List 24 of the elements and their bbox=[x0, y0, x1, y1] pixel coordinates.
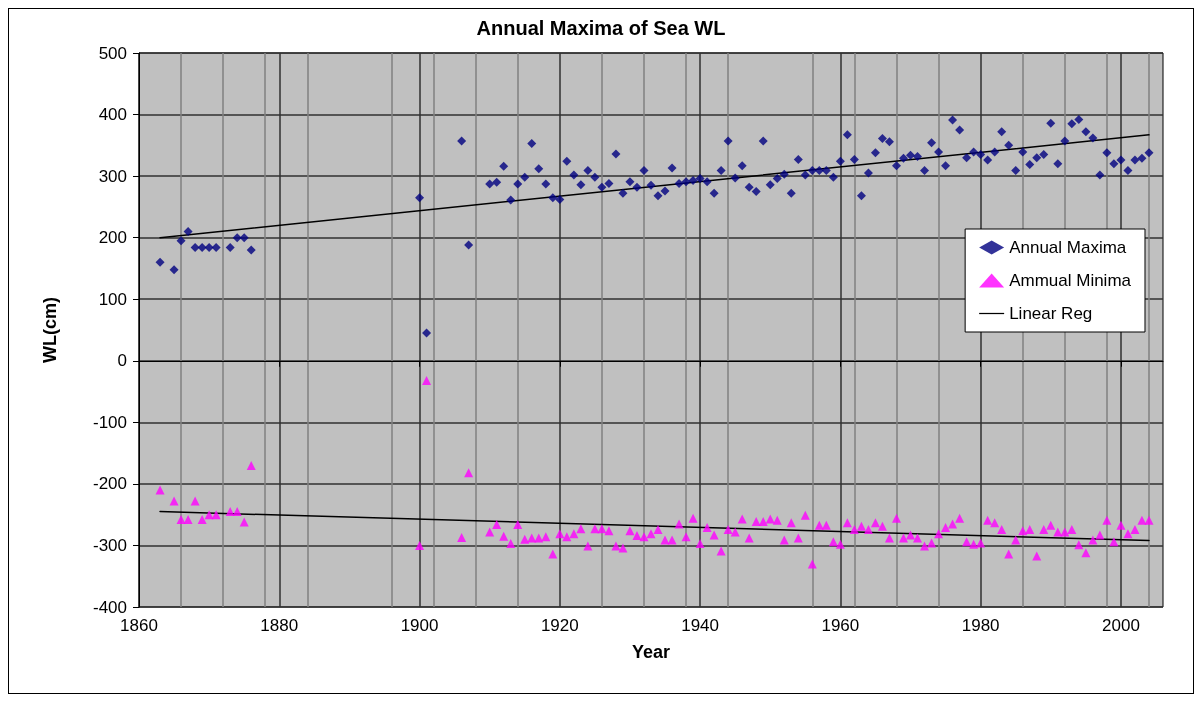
x-tick-label: 1860 bbox=[120, 616, 158, 635]
x-tick-label: 1980 bbox=[961, 616, 1000, 635]
y-tick-label: 500 bbox=[98, 43, 127, 63]
legend-label: Annual Maxima bbox=[1009, 238, 1127, 257]
legend-label: Ammual Minima bbox=[1009, 271, 1132, 290]
x-tick-label: 2000 bbox=[1102, 616, 1140, 635]
x-tick-label: 1940 bbox=[681, 616, 720, 635]
x-tick-label: 1880 bbox=[260, 616, 299, 635]
chart-title: Annual Maxima of Sea WL bbox=[476, 17, 726, 39]
y-tick-label: -400 bbox=[92, 597, 127, 617]
y-tick-label: -200 bbox=[92, 474, 127, 494]
y-tick-label: 0 bbox=[117, 351, 127, 371]
legend-label: Linear Reg bbox=[1009, 304, 1093, 323]
y-tick-label: 100 bbox=[98, 289, 127, 309]
x-axis-title: Year bbox=[631, 642, 671, 662]
y-tick-label: 200 bbox=[98, 228, 127, 248]
y-tick-label: 300 bbox=[98, 166, 127, 186]
x-tick-label: 1960 bbox=[821, 616, 860, 635]
y-axis-title: WL(cm) bbox=[40, 297, 60, 363]
y-tick-label: 400 bbox=[98, 105, 127, 125]
x-tick-label: 1920 bbox=[540, 616, 579, 635]
y-tick-label: -300 bbox=[92, 535, 127, 555]
y-tick-label: -100 bbox=[92, 412, 127, 432]
x-tick-label: 1900 bbox=[400, 616, 439, 635]
